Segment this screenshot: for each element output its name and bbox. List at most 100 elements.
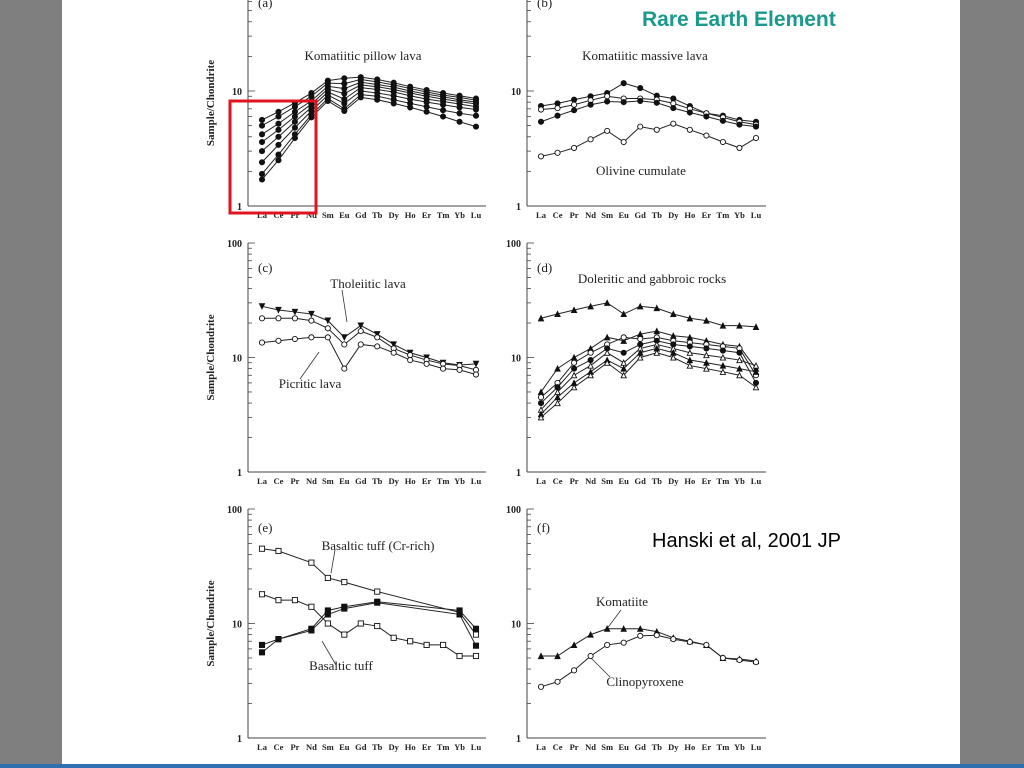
data-point: [603, 359, 611, 366]
data-point: [258, 138, 266, 146]
x-tick-label: La: [536, 476, 547, 486]
y-tick-label: 10: [232, 620, 242, 631]
chart-annotation: Komatiitic pillow lava: [305, 48, 422, 63]
data-point: [752, 323, 760, 330]
data-point: [636, 302, 644, 310]
leader-line: [589, 656, 611, 678]
y-tick-label: 10: [232, 354, 242, 365]
data-point: [736, 364, 743, 372]
series: [537, 340, 760, 413]
series: [537, 120, 760, 160]
data-point: [423, 103, 430, 110]
data-point: [736, 144, 743, 151]
data-point: [291, 308, 299, 316]
x-tick-label: Pr: [290, 210, 299, 220]
data-point: [703, 351, 710, 359]
data-point: [341, 631, 348, 638]
data-point: [324, 611, 331, 618]
series-line: [540, 343, 757, 411]
x-tick-label: Pr: [570, 476, 579, 486]
data-point: [275, 157, 282, 164]
y-tick-label: 10: [232, 87, 242, 98]
data-point: [537, 394, 545, 401]
data-point: [440, 365, 447, 372]
data-point: [603, 349, 611, 356]
data-point: [554, 652, 561, 660]
x-tick-label: Nd: [585, 476, 596, 486]
data-point: [554, 112, 561, 119]
x-tick-label: Gd: [635, 476, 647, 486]
x-tick-label: Tb: [652, 476, 663, 486]
data-point: [472, 652, 480, 660]
data-point: [570, 306, 578, 314]
data-point: [736, 321, 743, 329]
x-tick-label: Er: [422, 742, 432, 752]
data-point: [407, 352, 414, 359]
data-point: [719, 347, 726, 354]
x-tick-label: Tb: [652, 210, 663, 220]
lree-highlight-box: [228, 99, 318, 215]
series-line: [261, 305, 477, 366]
data-point: [308, 310, 315, 318]
data-point: [440, 113, 447, 120]
x-tick-label: Eu: [618, 476, 629, 486]
data-point: [620, 349, 627, 356]
data-point: [275, 133, 282, 140]
series: [258, 94, 480, 183]
x-tick-label: La: [257, 476, 268, 486]
data-point: [653, 349, 661, 356]
data-point: [390, 349, 397, 356]
panel-label: (f): [537, 520, 550, 535]
data-point: [472, 112, 480, 119]
x-tick-label: Ho: [405, 476, 416, 486]
data-point: [620, 625, 628, 632]
data-point: [324, 325, 331, 332]
chart-annotation: Basaltic tuff: [309, 658, 373, 673]
data-point: [637, 97, 644, 104]
data-point: [456, 118, 463, 125]
data-point: [604, 641, 611, 648]
data-point: [686, 314, 694, 322]
panel-d: 100 10 1 La Ce Pr Nd Sm Eu Gd Tb Dy Ho Er Tm Yb Lu (d) Dol…: [506, 239, 766, 486]
x-tick-label: Lu: [751, 742, 762, 752]
x-tick-label: Yb: [454, 742, 465, 752]
data-point: [340, 334, 348, 341]
data-point: [308, 603, 315, 610]
y-axis-label: Sample/Chondrite: [205, 580, 217, 666]
data-point: [341, 100, 348, 107]
data-point: [423, 108, 430, 115]
data-point: [275, 113, 282, 120]
data-point: [752, 361, 760, 369]
data-point: [291, 103, 298, 110]
data-point: [587, 357, 594, 364]
data-point: [341, 341, 348, 348]
x-tick-label: Sm: [601, 742, 613, 752]
data-point: [637, 123, 644, 130]
data-point: [440, 107, 447, 114]
data-point: [752, 383, 760, 391]
data-point: [324, 574, 331, 581]
data-point: [407, 104, 414, 111]
x-tick-label: Tb: [372, 476, 383, 486]
x-tick-label: Nd: [306, 476, 317, 486]
data-point: [407, 357, 414, 364]
x-tick-label: Yb: [454, 210, 465, 220]
x-tick-label: Er: [702, 476, 712, 486]
series: [537, 344, 760, 418]
data-point: [258, 176, 266, 183]
x-tick-label: Ce: [553, 742, 563, 752]
series: [258, 315, 480, 373]
data-point: [472, 631, 480, 638]
leader-line: [330, 549, 336, 574]
series-line: [261, 548, 477, 635]
data-point: [472, 642, 480, 649]
data-point: [620, 364, 628, 372]
x-tick-label: Sm: [601, 210, 613, 220]
data-point: [719, 368, 727, 375]
data-point: [686, 109, 693, 116]
panel-label: (c): [258, 260, 272, 275]
data-point: [291, 124, 298, 131]
data-point: [275, 126, 282, 133]
data-point: [570, 353, 578, 361]
